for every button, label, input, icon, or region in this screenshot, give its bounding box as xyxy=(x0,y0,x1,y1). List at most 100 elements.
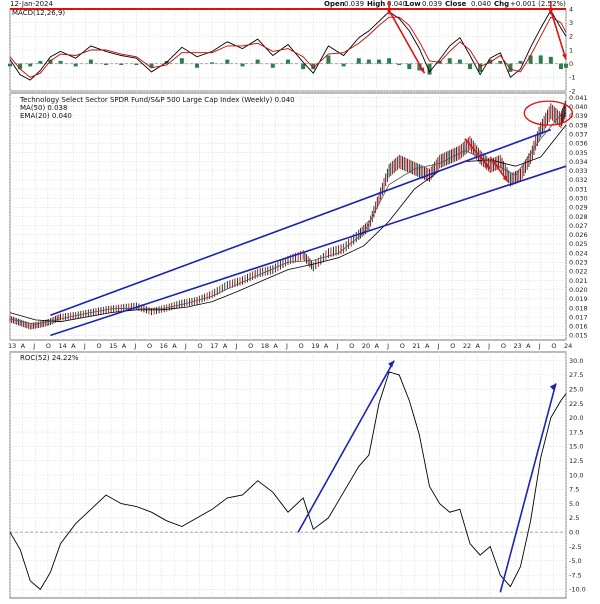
grid-layer xyxy=(9,8,567,598)
price-red-arrow-1-head xyxy=(484,163,491,169)
macd-histogram-bar xyxy=(58,60,63,64)
roc-y-tick-label: 7.5 xyxy=(569,486,579,494)
price-y-tick-label: 0.017 xyxy=(569,313,588,321)
x-tick-label: O xyxy=(147,342,152,350)
price-y-tick-label: 0.039 xyxy=(569,112,588,120)
x-tick-label: J xyxy=(336,342,339,350)
price-y-tick-label: 0.025 xyxy=(569,240,588,248)
price-trendline xyxy=(50,165,567,337)
x-tick-label: 19 xyxy=(311,342,319,350)
header-bar xyxy=(0,0,600,8)
x-tick-label: J xyxy=(83,342,86,350)
macd-y-tick-label: 0 xyxy=(569,60,573,68)
x-tick-label: A xyxy=(526,342,531,350)
price-series-2 xyxy=(9,108,567,325)
header-low-value: 0.039 xyxy=(422,0,442,8)
roc-y-tick-label: -5.0 xyxy=(569,557,582,565)
x-tick-label: O xyxy=(450,342,455,350)
macd-series-1 xyxy=(9,16,567,78)
macd-histogram-bar xyxy=(38,60,43,64)
annotation-layer xyxy=(10,1,573,593)
macd-histogram-bar xyxy=(387,58,392,64)
roc-y-tick-label: 0.0 xyxy=(569,529,579,537)
roc-y-tick-label: 17.5 xyxy=(569,428,583,436)
price-y-tick-label: 0.035 xyxy=(569,149,588,157)
price-y-tick-label: 0.016 xyxy=(569,323,588,331)
price-y-tick-label: 0.021 xyxy=(569,277,588,285)
price-y-tick-label: 0.015 xyxy=(569,332,588,340)
x-tick-label: 16 xyxy=(160,342,168,350)
price-series-1 xyxy=(9,124,567,323)
macd-y-tick-label: 4 xyxy=(569,5,573,13)
price-y-tick-label: 0.037 xyxy=(569,130,588,138)
header-close-value: 0.040 xyxy=(471,0,491,8)
roc-trendline xyxy=(297,360,395,533)
x-tick-label: J xyxy=(538,342,541,350)
macd-histogram-bar xyxy=(311,63,316,70)
macd-histogram-bar xyxy=(366,59,371,64)
x-tick-label: J xyxy=(32,342,35,350)
macd-y-tick-label: 1 xyxy=(569,46,573,54)
macd-histogram-bar xyxy=(518,60,523,64)
price-y-tick-label: 0.020 xyxy=(569,286,588,294)
roc-y-tick-label: 25.0 xyxy=(569,385,583,393)
roc-trendline xyxy=(499,383,557,593)
price-y-tick-label: 0.024 xyxy=(569,249,588,257)
x-tick-label: J xyxy=(133,342,136,350)
price-y-tick-label: 0.026 xyxy=(569,231,588,239)
price-y-tick-label: 0.029 xyxy=(569,204,588,212)
macd-histogram-bar xyxy=(427,63,432,75)
x-tick-label: A xyxy=(172,342,177,350)
x-tick-label: A xyxy=(122,342,127,350)
x-tick-label: O xyxy=(501,342,506,350)
x-tick-label: O xyxy=(551,342,556,350)
macd-y-tick-label: -1 xyxy=(569,74,575,82)
macd-histogram-bar xyxy=(8,63,12,67)
roc-y-tick-label: 22.5 xyxy=(569,400,583,408)
macd-histogram-bar xyxy=(558,63,563,70)
header-open-label: Open xyxy=(324,0,345,8)
x-tick-label: 24 xyxy=(564,342,572,350)
x-tick-label: A xyxy=(476,342,481,350)
x-tick-label: 14 xyxy=(59,342,67,350)
x-tick-label: J xyxy=(437,342,440,350)
macd-histogram-bar xyxy=(407,63,412,70)
legend-ma50: MA(50) 0.038 xyxy=(20,104,67,112)
macd-y-tick-label: 3 xyxy=(569,19,573,27)
x-tick-label: 22 xyxy=(463,342,471,350)
x-tick-label: J xyxy=(487,342,490,350)
price-trendline xyxy=(50,128,552,317)
roc-y-tick-label: 30.0 xyxy=(569,357,583,365)
x-tick-label: 15 xyxy=(109,342,117,350)
price-y-tick-label: 0.018 xyxy=(569,304,588,312)
macd-histogram-bar xyxy=(270,63,275,68)
x-tick-label: A xyxy=(324,342,329,350)
x-tick-label: O xyxy=(198,342,203,350)
roc-y-tick-label: 5.0 xyxy=(569,500,579,508)
x-tick-label: O xyxy=(96,342,101,350)
price-y-tick-label: 0.028 xyxy=(569,213,588,221)
price-red-ellipse xyxy=(523,100,573,126)
macd-red-down-marker-2020-head xyxy=(386,8,392,15)
macd-histogram-bar xyxy=(73,63,78,67)
x-tick-label: 20 xyxy=(362,342,370,350)
macd-histogram-bar xyxy=(447,58,452,64)
macd-histogram-bar xyxy=(457,59,462,64)
x-tick-label: A xyxy=(71,342,76,350)
macd-y-tick-label: 2 xyxy=(569,33,573,41)
roc-y-tick-label: -2.5 xyxy=(569,543,582,551)
macd-histogram-bar xyxy=(376,59,381,64)
x-tick-label: O xyxy=(400,342,405,350)
macd-histogram-bar xyxy=(548,56,553,64)
macd-histogram-bar xyxy=(28,63,33,67)
macd-histogram-bar xyxy=(498,60,503,64)
macd-histogram-bar xyxy=(301,63,306,70)
price-y-tick-label: 0.032 xyxy=(569,176,588,184)
roc-indicator-label: ROC(52) 24.22% xyxy=(20,354,79,362)
x-tick-label: J xyxy=(285,342,288,350)
macd-histogram-bar xyxy=(356,58,361,64)
price-y-tick-label: 0.027 xyxy=(569,222,588,230)
macd-histogram-bar xyxy=(528,55,533,64)
price-red-arrow-2-head xyxy=(502,175,508,182)
